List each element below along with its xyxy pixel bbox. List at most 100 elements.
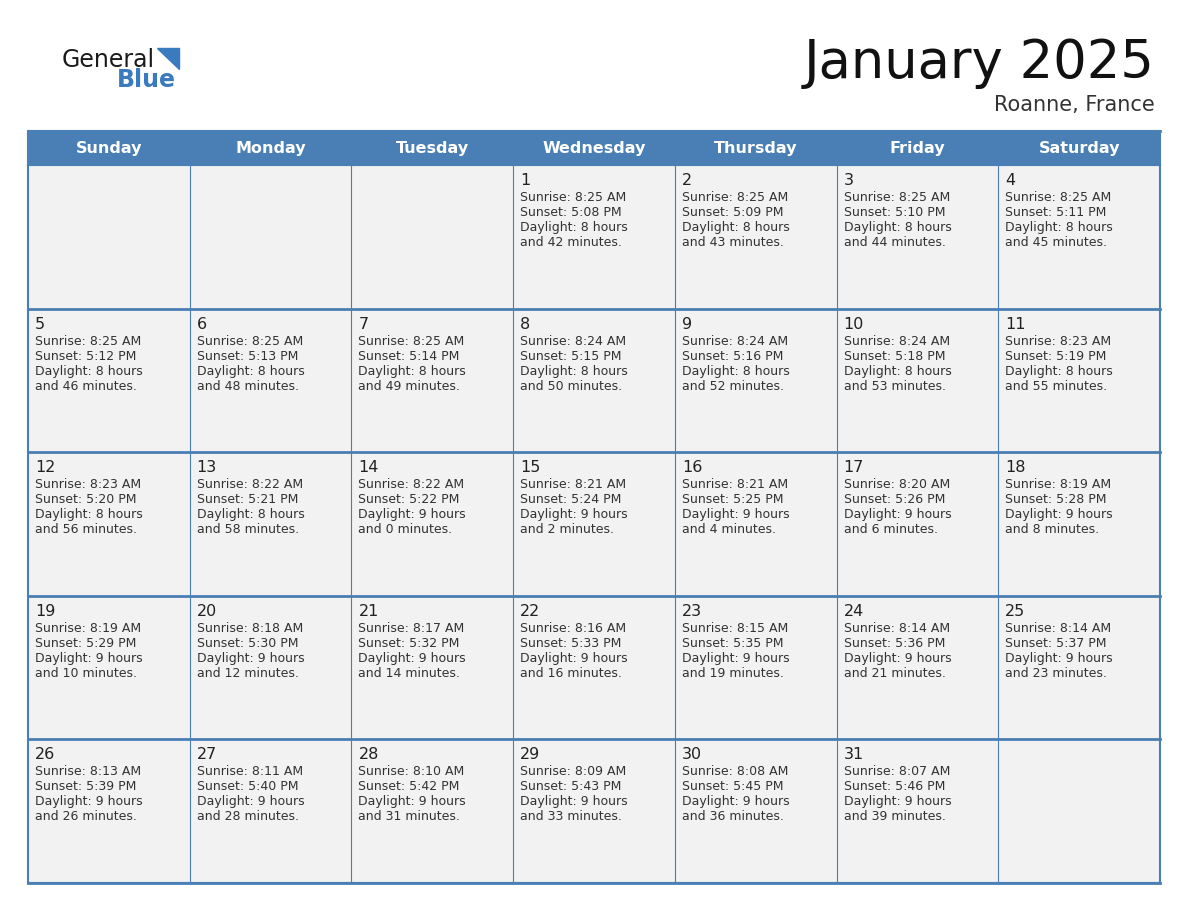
Polygon shape (157, 48, 179, 69)
Text: Sunrise: 8:22 AM: Sunrise: 8:22 AM (197, 478, 303, 491)
Text: Sunrise: 8:21 AM: Sunrise: 8:21 AM (682, 478, 788, 491)
Text: Daylight: 9 hours: Daylight: 9 hours (682, 509, 790, 521)
Text: Sunrise: 8:14 AM: Sunrise: 8:14 AM (843, 621, 949, 635)
Text: Monday: Monday (235, 140, 305, 155)
Text: Sunset: 5:14 PM: Sunset: 5:14 PM (359, 350, 460, 363)
Text: and 6 minutes.: and 6 minutes. (843, 523, 937, 536)
Text: Saturday: Saturday (1038, 140, 1120, 155)
Text: and 19 minutes.: and 19 minutes. (682, 666, 784, 680)
Text: Daylight: 8 hours: Daylight: 8 hours (1005, 221, 1113, 234)
Bar (29, 453, 1159, 596)
Text: Daylight: 8 hours: Daylight: 8 hours (520, 364, 628, 377)
Text: 11: 11 (1005, 317, 1025, 331)
Bar (29, 131, 1159, 883)
Text: Daylight: 9 hours: Daylight: 9 hours (197, 652, 304, 665)
Text: and 42 minutes.: and 42 minutes. (520, 236, 623, 249)
Text: Sunrise: 8:19 AM: Sunrise: 8:19 AM (1005, 478, 1112, 491)
Text: Sunrise: 8:13 AM: Sunrise: 8:13 AM (34, 766, 141, 778)
Text: and 26 minutes.: and 26 minutes. (34, 811, 137, 823)
Text: and 21 minutes.: and 21 minutes. (843, 666, 946, 680)
Text: 1: 1 (520, 173, 530, 188)
Text: 26: 26 (34, 747, 56, 763)
Bar (29, 165, 1159, 308)
Text: and 48 minutes.: and 48 minutes. (197, 380, 298, 393)
Text: Daylight: 9 hours: Daylight: 9 hours (520, 795, 627, 809)
Text: Sunday: Sunday (76, 140, 143, 155)
Text: Sunset: 5:20 PM: Sunset: 5:20 PM (34, 493, 137, 506)
Text: and 58 minutes.: and 58 minutes. (197, 523, 299, 536)
Text: Sunrise: 8:10 AM: Sunrise: 8:10 AM (359, 766, 465, 778)
Text: 10: 10 (843, 317, 864, 331)
Text: and 55 minutes.: and 55 minutes. (1005, 380, 1107, 393)
Text: 3: 3 (843, 173, 853, 188)
Text: and 12 minutes.: and 12 minutes. (197, 666, 298, 680)
Text: Sunset: 5:11 PM: Sunset: 5:11 PM (1005, 206, 1107, 219)
Text: Sunset: 5:16 PM: Sunset: 5:16 PM (682, 350, 783, 363)
Text: Sunrise: 8:25 AM: Sunrise: 8:25 AM (520, 191, 626, 204)
Text: Sunset: 5:09 PM: Sunset: 5:09 PM (682, 206, 783, 219)
Text: Daylight: 8 hours: Daylight: 8 hours (682, 364, 790, 377)
Text: Sunrise: 8:09 AM: Sunrise: 8:09 AM (520, 766, 626, 778)
Text: Sunrise: 8:14 AM: Sunrise: 8:14 AM (1005, 621, 1112, 635)
Text: and 45 minutes.: and 45 minutes. (1005, 236, 1107, 249)
Text: Daylight: 9 hours: Daylight: 9 hours (359, 652, 466, 665)
Text: Sunset: 5:43 PM: Sunset: 5:43 PM (520, 780, 621, 793)
Text: and 44 minutes.: and 44 minutes. (843, 236, 946, 249)
Text: Sunset: 5:39 PM: Sunset: 5:39 PM (34, 780, 137, 793)
Text: 22: 22 (520, 604, 541, 619)
Text: 2: 2 (682, 173, 691, 188)
Text: Roanne, France: Roanne, France (994, 95, 1155, 115)
Text: Daylight: 8 hours: Daylight: 8 hours (197, 509, 304, 521)
Text: 4: 4 (1005, 173, 1016, 188)
Text: Tuesday: Tuesday (396, 140, 469, 155)
Text: 5: 5 (34, 317, 45, 331)
Text: Blue: Blue (116, 68, 176, 92)
Text: and 39 minutes.: and 39 minutes. (843, 811, 946, 823)
Text: Sunset: 5:46 PM: Sunset: 5:46 PM (843, 780, 944, 793)
Text: 16: 16 (682, 460, 702, 476)
Text: Daylight: 9 hours: Daylight: 9 hours (682, 795, 790, 809)
Text: Daylight: 9 hours: Daylight: 9 hours (843, 509, 952, 521)
Text: Daylight: 8 hours: Daylight: 8 hours (520, 221, 628, 234)
Text: General: General (62, 48, 156, 72)
Text: Daylight: 8 hours: Daylight: 8 hours (34, 364, 143, 377)
Text: and 56 minutes.: and 56 minutes. (34, 523, 137, 536)
Text: 8: 8 (520, 317, 530, 331)
Text: Sunset: 5:26 PM: Sunset: 5:26 PM (843, 493, 944, 506)
Text: 18: 18 (1005, 460, 1025, 476)
Text: 24: 24 (843, 604, 864, 619)
Text: 15: 15 (520, 460, 541, 476)
Text: Sunrise: 8:22 AM: Sunrise: 8:22 AM (359, 478, 465, 491)
Text: and 0 minutes.: and 0 minutes. (359, 523, 453, 536)
Text: Sunrise: 8:25 AM: Sunrise: 8:25 AM (682, 191, 788, 204)
Text: and 43 minutes.: and 43 minutes. (682, 236, 784, 249)
Text: 20: 20 (197, 604, 217, 619)
Bar (29, 308, 1159, 453)
Text: Sunrise: 8:24 AM: Sunrise: 8:24 AM (520, 334, 626, 348)
Text: Daylight: 9 hours: Daylight: 9 hours (34, 795, 143, 809)
Text: Friday: Friday (890, 140, 946, 155)
Text: Sunset: 5:40 PM: Sunset: 5:40 PM (197, 780, 298, 793)
Text: and 14 minutes.: and 14 minutes. (359, 666, 460, 680)
Text: 9: 9 (682, 317, 691, 331)
Text: Sunset: 5:42 PM: Sunset: 5:42 PM (359, 780, 460, 793)
Text: Sunset: 5:15 PM: Sunset: 5:15 PM (520, 350, 621, 363)
Text: Sunset: 5:36 PM: Sunset: 5:36 PM (843, 637, 944, 650)
Text: January 2025: January 2025 (804, 37, 1155, 89)
Text: and 50 minutes.: and 50 minutes. (520, 380, 623, 393)
Text: and 10 minutes.: and 10 minutes. (34, 666, 137, 680)
Text: 25: 25 (1005, 604, 1025, 619)
Text: Sunrise: 8:24 AM: Sunrise: 8:24 AM (843, 334, 949, 348)
Text: Daylight: 8 hours: Daylight: 8 hours (1005, 364, 1113, 377)
Text: Sunset: 5:32 PM: Sunset: 5:32 PM (359, 637, 460, 650)
Text: Thursday: Thursday (714, 140, 797, 155)
Text: Sunset: 5:18 PM: Sunset: 5:18 PM (843, 350, 946, 363)
Text: Sunrise: 8:23 AM: Sunrise: 8:23 AM (34, 478, 141, 491)
Text: Daylight: 9 hours: Daylight: 9 hours (520, 509, 627, 521)
Text: Daylight: 9 hours: Daylight: 9 hours (34, 652, 143, 665)
Text: Daylight: 9 hours: Daylight: 9 hours (682, 652, 790, 665)
Text: 31: 31 (843, 747, 864, 763)
Text: 29: 29 (520, 747, 541, 763)
Text: Sunrise: 8:25 AM: Sunrise: 8:25 AM (359, 334, 465, 348)
Text: Daylight: 9 hours: Daylight: 9 hours (843, 795, 952, 809)
